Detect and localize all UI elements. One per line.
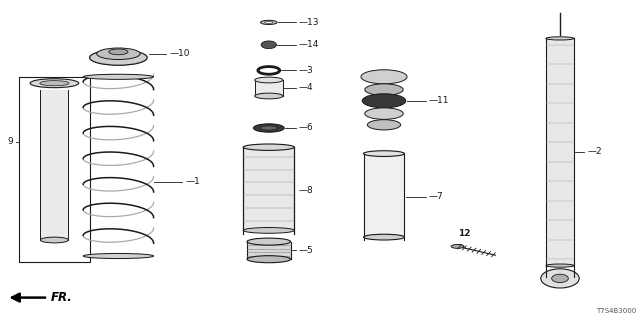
Bar xyxy=(255,80,283,96)
Circle shape xyxy=(261,41,276,49)
Text: —10: —10 xyxy=(170,49,190,58)
Text: —14: —14 xyxy=(299,40,319,49)
Ellipse shape xyxy=(90,50,147,65)
Ellipse shape xyxy=(367,120,401,130)
Text: —6: —6 xyxy=(299,124,314,132)
Bar xyxy=(364,154,404,237)
Bar xyxy=(546,38,574,266)
Ellipse shape xyxy=(247,256,291,263)
Text: —8: —8 xyxy=(299,186,314,195)
Ellipse shape xyxy=(109,49,128,55)
Ellipse shape xyxy=(361,70,407,84)
Ellipse shape xyxy=(40,81,69,86)
Ellipse shape xyxy=(546,37,574,40)
Ellipse shape xyxy=(243,144,294,150)
Ellipse shape xyxy=(365,84,403,95)
Ellipse shape xyxy=(255,93,283,99)
Ellipse shape xyxy=(451,244,464,248)
Bar xyxy=(40,90,68,240)
Text: —2: —2 xyxy=(588,148,602,156)
Ellipse shape xyxy=(260,20,277,24)
Ellipse shape xyxy=(364,151,404,156)
Ellipse shape xyxy=(365,108,403,119)
Ellipse shape xyxy=(83,253,154,259)
Ellipse shape xyxy=(255,77,283,83)
Text: —1: —1 xyxy=(186,177,200,186)
Ellipse shape xyxy=(265,21,273,23)
Text: —5: —5 xyxy=(299,246,314,255)
Text: FR.: FR. xyxy=(51,291,73,304)
Ellipse shape xyxy=(364,234,404,240)
Text: T7S4B3000: T7S4B3000 xyxy=(596,308,637,314)
Ellipse shape xyxy=(253,124,284,132)
Ellipse shape xyxy=(97,48,140,60)
Bar xyxy=(243,147,294,230)
Circle shape xyxy=(541,269,579,288)
Text: —11: —11 xyxy=(429,96,449,105)
Text: 9: 9 xyxy=(8,137,13,146)
Ellipse shape xyxy=(243,228,294,233)
Text: —3: —3 xyxy=(299,66,314,75)
Ellipse shape xyxy=(30,79,79,88)
Bar xyxy=(247,242,291,259)
Ellipse shape xyxy=(40,237,68,243)
Circle shape xyxy=(552,274,568,283)
Bar xyxy=(19,77,90,262)
Ellipse shape xyxy=(83,74,154,79)
Text: —13: —13 xyxy=(299,18,319,27)
Ellipse shape xyxy=(247,238,291,245)
Ellipse shape xyxy=(260,126,277,130)
Ellipse shape xyxy=(362,94,406,108)
Text: —4: —4 xyxy=(299,84,314,92)
Text: —7: —7 xyxy=(429,192,444,201)
Ellipse shape xyxy=(546,264,574,267)
Text: 12: 12 xyxy=(458,229,470,238)
